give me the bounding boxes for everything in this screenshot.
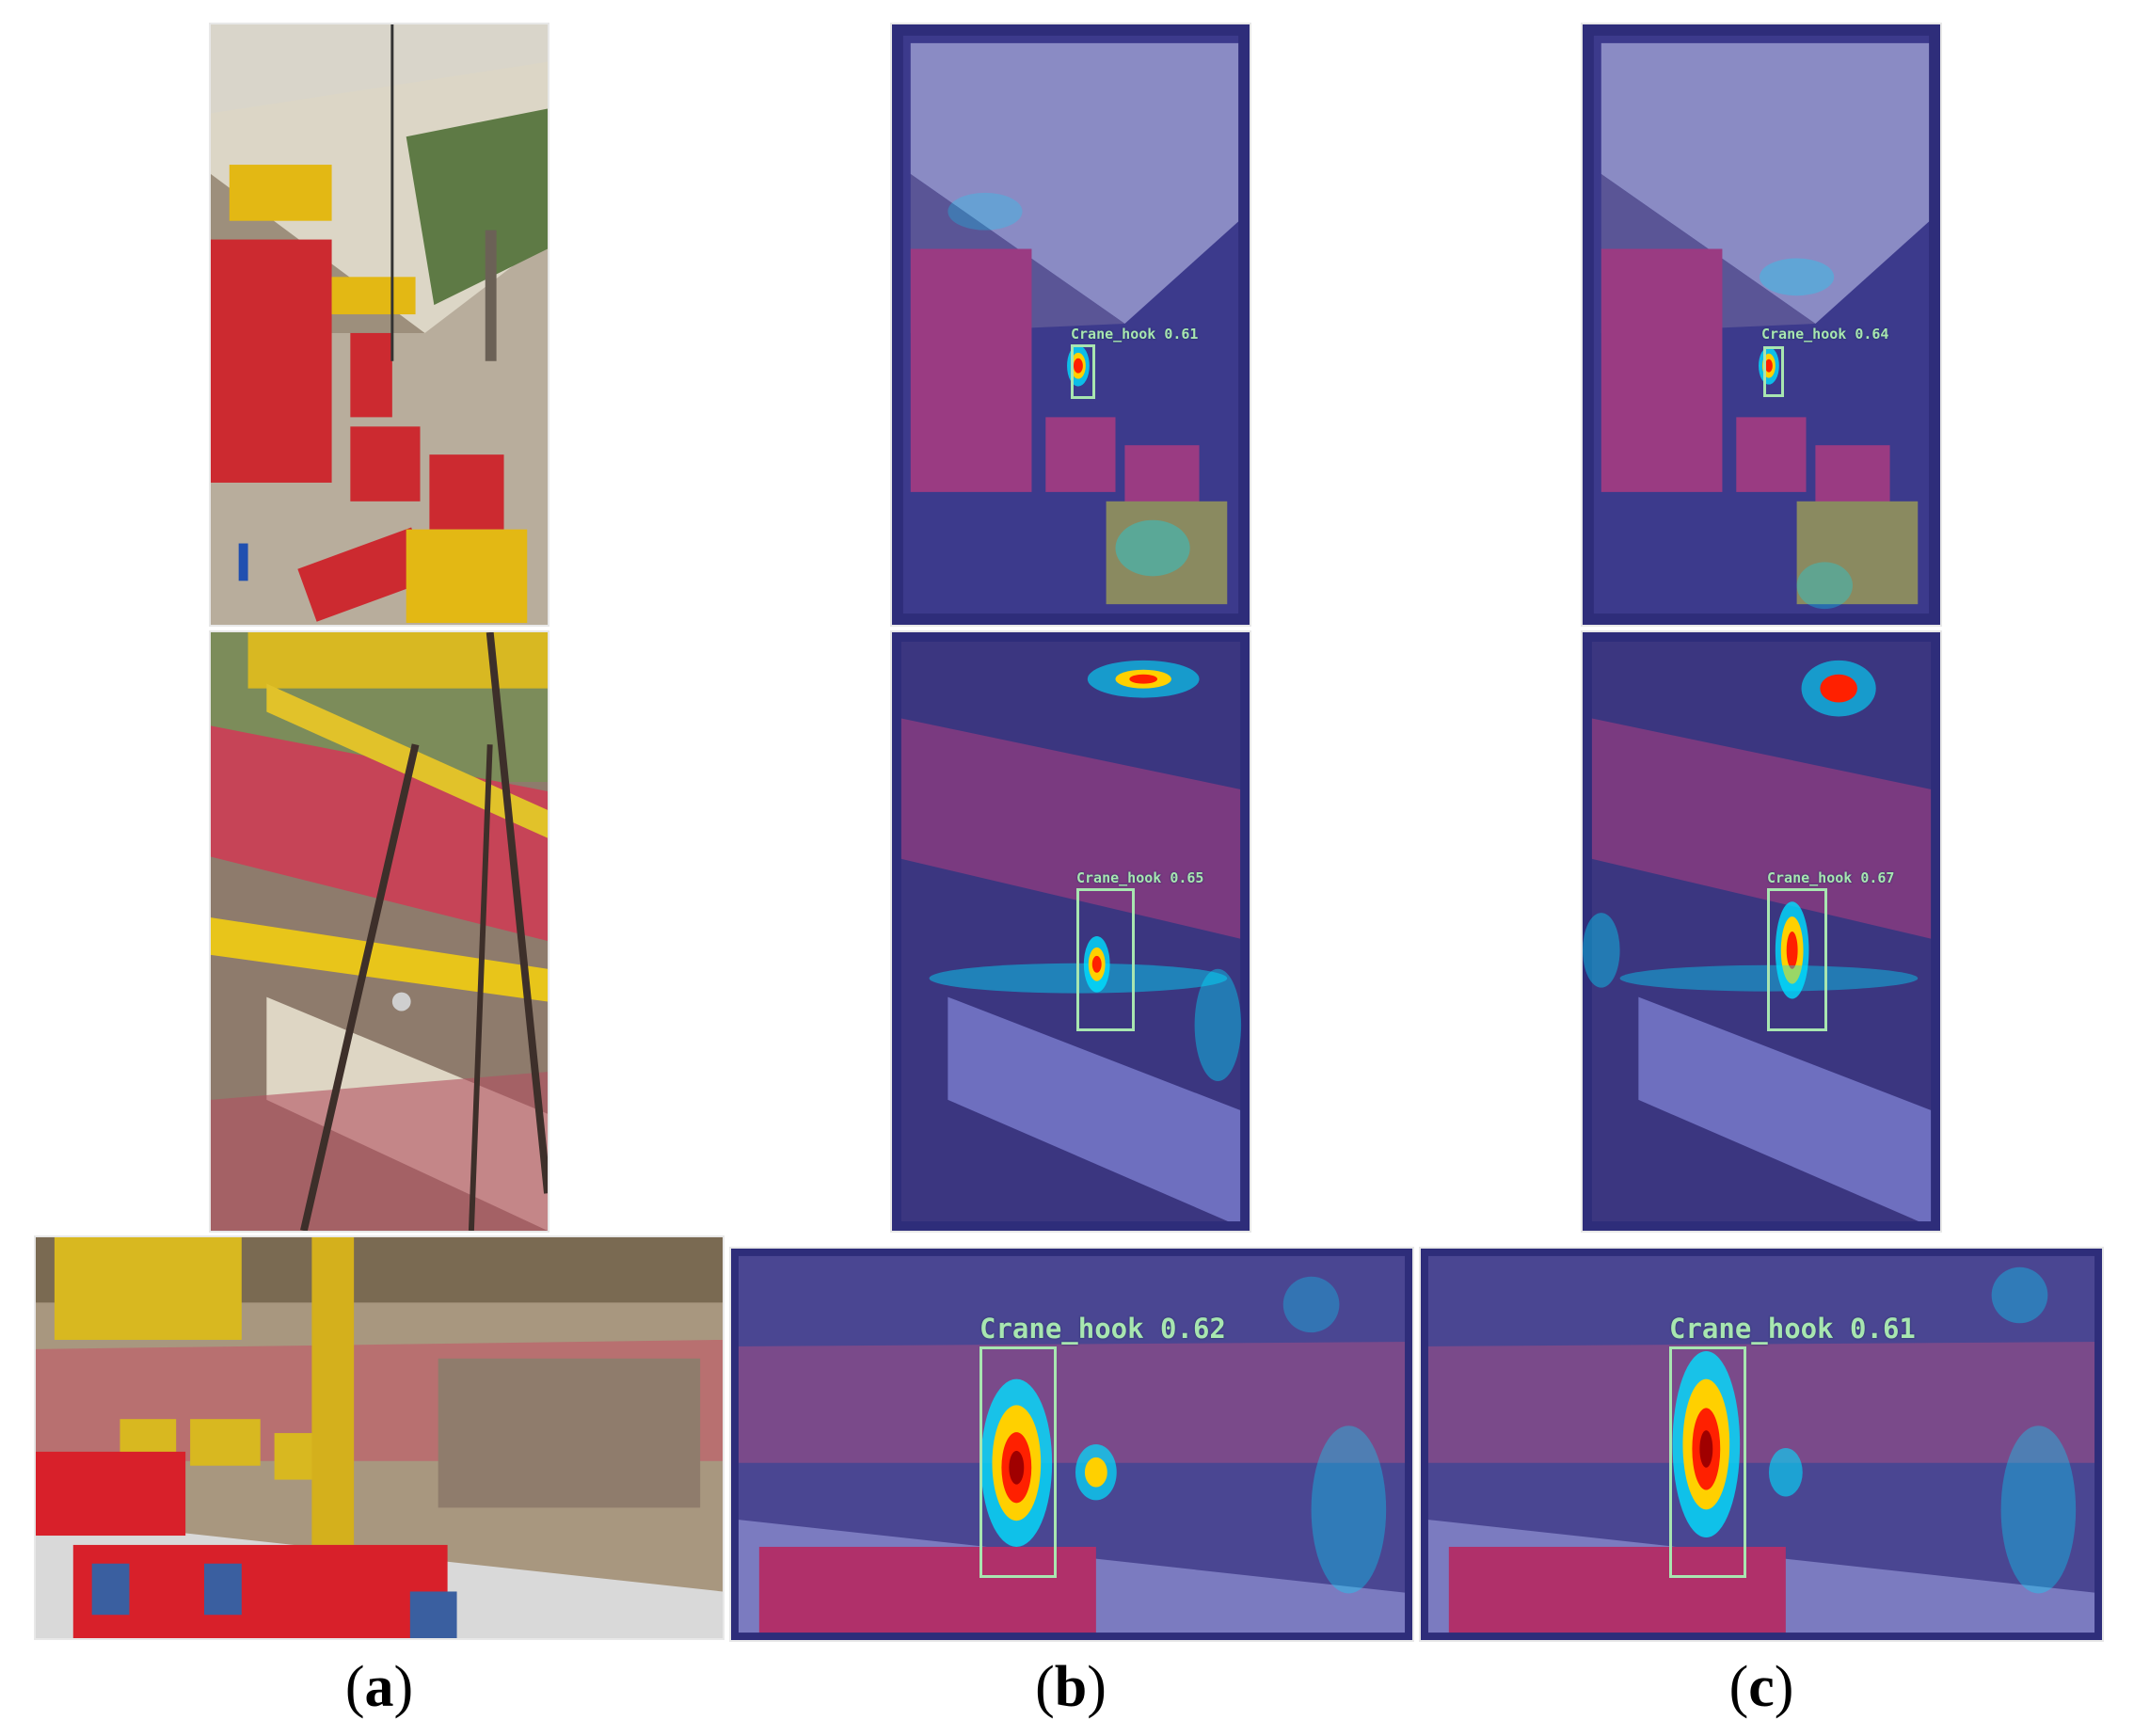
detection-label: Crane_hook 0.61	[1071, 326, 1199, 342]
image-a-middle	[209, 630, 549, 1233]
detection-label: Crane_hook 0.65	[1076, 869, 1204, 886]
detection-box	[1763, 346, 1784, 397]
detection-box	[1076, 888, 1135, 1031]
heatmap-c-top: Crane_hook 0.64	[1581, 23, 1942, 627]
detection-label: Crane_hook 0.62	[979, 1313, 1226, 1345]
caption-a: (a)	[344, 1655, 414, 1719]
detection-box	[1071, 344, 1095, 399]
detection-box	[1767, 888, 1827, 1031]
heatmap-b-top: Crane_hook 0.61	[890, 23, 1251, 627]
image-a-top	[209, 23, 549, 627]
detection-box	[979, 1346, 1057, 1578]
heatmap-b-middle: Crane_hook 0.65	[890, 630, 1251, 1233]
caption-b: (b)	[1035, 1655, 1107, 1719]
heatmap-c-middle: Crane_hook 0.67	[1581, 630, 1942, 1233]
image-a-bottom	[34, 1235, 725, 1640]
heatmap-b-bottom: Crane_hook 0.62	[729, 1247, 1414, 1642]
detection-label: Crane_hook 0.61	[1669, 1313, 1916, 1345]
detection-label: Crane_hook 0.67	[1767, 869, 1895, 886]
heatmap-c-bottom: Crane_hook 0.61	[1419, 1247, 2104, 1642]
detection-box	[1669, 1346, 1746, 1578]
caption-c: (c)	[1728, 1655, 1794, 1719]
detection-label: Crane_hook 0.64	[1761, 326, 1889, 342]
